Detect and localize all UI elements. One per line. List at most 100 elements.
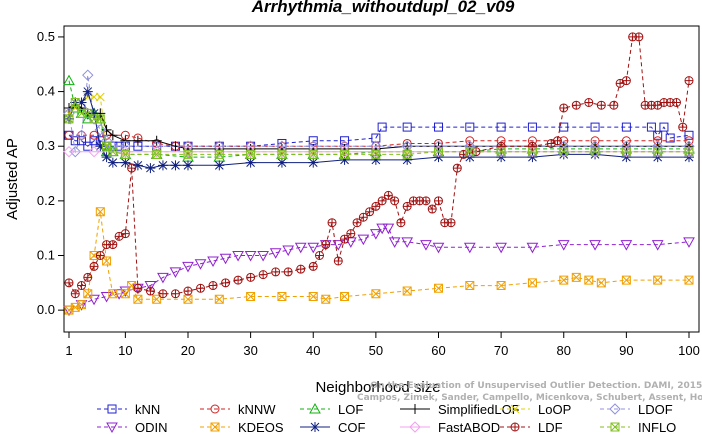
data-point-knn: [433, 122, 443, 132]
data-point-cof: [276, 157, 287, 168]
y-tick-label: 0.0: [37, 302, 55, 317]
data-point-ldf: [114, 231, 124, 241]
series-line-kdeos: [68, 211, 689, 311]
data-point-kdeos: [70, 302, 80, 312]
series-line-cof: [68, 90, 689, 169]
data-point-odin: [463, 242, 476, 254]
legend-marker-odin: [106, 422, 118, 434]
data-point-ldf: [108, 240, 118, 250]
data-point-inflo: [527, 147, 537, 157]
data-point-inflo: [152, 149, 162, 159]
data-point-ldf: [208, 281, 218, 291]
x-tick-label: 40: [306, 343, 320, 358]
data-point-odin: [257, 251, 269, 262]
data-point-ldf: [371, 201, 381, 211]
data-point-ldf: [615, 78, 625, 88]
data-point-ldf: [77, 281, 87, 291]
data-point-ldf: [571, 100, 581, 110]
data-point-simplifiedlof: [107, 130, 118, 141]
legend-marker-kdeos: [210, 422, 220, 432]
series-line-lof: [68, 80, 689, 158]
data-point-ldf: [333, 256, 343, 266]
series-ldof: [63, 69, 695, 158]
data-point-cof: [339, 154, 350, 165]
data-point-odin: [282, 245, 295, 257]
data-point-ldf: [433, 196, 443, 206]
data-point-odin: [388, 237, 401, 248]
legend-label-ldf: LDF: [538, 420, 563, 434]
data-point-odin: [589, 240, 601, 251]
data-point-odin: [432, 242, 445, 254]
x-tick-label: 90: [619, 343, 633, 358]
data-point-odin: [683, 237, 695, 248]
data-point-ldf: [352, 218, 362, 228]
data-point-ldf: [377, 196, 387, 206]
data-point-odin: [651, 240, 664, 251]
data-point-fastabod: [558, 145, 570, 158]
data-point-ldf: [396, 218, 406, 228]
y-axis: 0.0 0.1 0.2 0.3 0.4 0.5: [37, 29, 64, 317]
data-point-cof: [370, 154, 381, 165]
series-line-inflo: [68, 101, 689, 155]
data-point-knn: [402, 122, 412, 132]
data-point-ldf: [446, 218, 456, 228]
data-point-ldf: [196, 283, 206, 293]
legend-item-lof: LOF: [300, 402, 363, 417]
data-point-knn: [77, 136, 87, 146]
legend-label-loop: LoOP: [538, 402, 571, 417]
data-point-ldf: [83, 272, 93, 282]
data-point-kdeos: [371, 289, 381, 299]
data-point-cof: [590, 149, 601, 160]
data-point-kdeos: [152, 294, 162, 304]
data-point-kdeos: [340, 291, 350, 301]
data-point-ldf: [621, 76, 631, 86]
data-point-kdeos: [402, 286, 412, 296]
legend-marker-ldof: [609, 403, 621, 415]
data-point-kdeos: [596, 278, 606, 288]
data-point-inflo: [433, 147, 443, 157]
data-point-kdeos: [496, 281, 506, 291]
data-point-inflo: [371, 149, 381, 159]
data-point-kdeos: [433, 283, 443, 293]
y-tick-label: 0.3: [37, 138, 55, 153]
series-line-odin: [68, 227, 690, 311]
y-tick-label: 0.2: [37, 193, 55, 208]
data-point-fastabod: [495, 145, 507, 158]
data-point-kdeos: [95, 207, 105, 217]
data-point-cof: [308, 157, 319, 168]
legend-label-ldof: LDOF: [638, 402, 673, 417]
data-point-kdeos: [102, 256, 112, 266]
data-point-ldf: [678, 122, 688, 132]
x-tick-label: 70: [494, 343, 508, 358]
data-point-ldf: [183, 286, 193, 296]
data-point-ldf: [427, 204, 437, 214]
x-tick-label: 60: [431, 343, 445, 358]
data-point-odin: [194, 259, 207, 270]
data-point-inflo: [246, 149, 256, 159]
data-point-cof: [558, 149, 569, 160]
data-point-ldf: [133, 283, 143, 293]
data-point-inflo: [496, 147, 506, 157]
data-point-inflo: [402, 149, 412, 159]
series-line-knn: [68, 126, 690, 147]
legend-label-knnw: kNNW: [238, 402, 276, 417]
data-point-cof: [402, 154, 413, 165]
plot-frame: [63, 25, 700, 333]
data-point-cof: [182, 160, 193, 171]
data-point-odin: [244, 251, 257, 262]
data-point-ldf: [584, 98, 594, 107]
legend-marker-inflo: [610, 422, 620, 432]
data-point-ldf: [64, 278, 74, 288]
data-point-kdeos: [214, 294, 224, 304]
data-point-ldf: [365, 207, 375, 217]
legend-label-simplifiedlof: SimplifiedLOF: [438, 402, 520, 417]
data-point-odin: [376, 223, 388, 235]
data-point-odin: [332, 240, 345, 251]
data-point-fastabod: [589, 145, 601, 158]
data-point-ldf: [315, 251, 325, 260]
data-point-ldf: [421, 196, 431, 206]
y-tick-label: 0.4: [37, 84, 55, 99]
series-inflo: [64, 98, 694, 159]
data-point-knn: [653, 130, 663, 140]
legend-item-cof: COF: [300, 420, 366, 434]
